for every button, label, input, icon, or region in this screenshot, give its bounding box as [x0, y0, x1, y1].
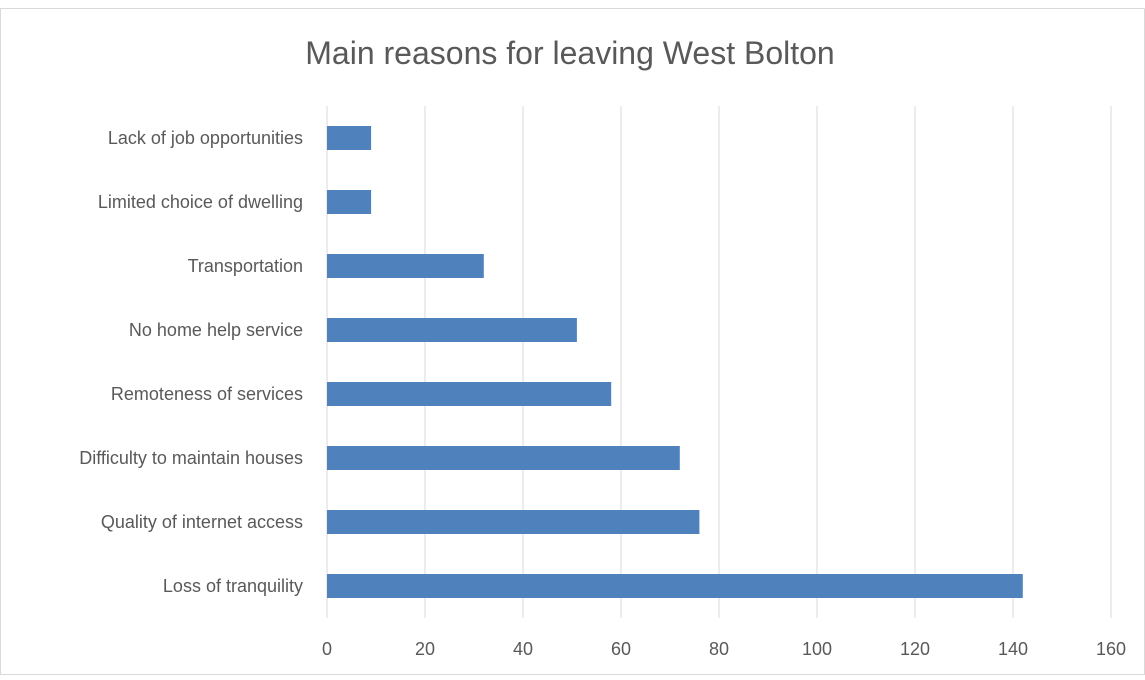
- gridlines: [326, 106, 1112, 618]
- bars: [327, 126, 1023, 598]
- category-label: Lack of job opportunities: [108, 128, 303, 148]
- x-tick-label: 140: [998, 639, 1028, 659]
- x-tick-label: 120: [900, 639, 930, 659]
- bar: [327, 574, 1023, 598]
- category-label: Limited choice of dwelling: [98, 192, 303, 212]
- x-tick-label: 40: [513, 639, 533, 659]
- bar: [327, 254, 484, 278]
- x-axis-tick-labels: 0 20 40 60 80 100 120 140 160: [322, 639, 1126, 659]
- category-label: Quality of internet access: [101, 512, 303, 532]
- category-label: Remoteness of services: [111, 384, 303, 404]
- x-tick-label: 160: [1096, 639, 1126, 659]
- category-label: Loss of tranquility: [163, 576, 303, 596]
- x-tick-label: 100: [802, 639, 832, 659]
- category-labels: Lack of job opportunities Limited choice …: [79, 128, 303, 596]
- category-label: Transportation: [188, 256, 303, 276]
- category-label: No home help service: [129, 320, 303, 340]
- x-tick-label: 80: [709, 639, 729, 659]
- bar: [327, 510, 700, 534]
- x-tick-label: 0: [322, 639, 332, 659]
- x-tick-label: 60: [611, 639, 631, 659]
- chart-title: Main reasons for leaving West Bolton: [305, 35, 834, 71]
- category-label: Difficulty to maintain houses: [79, 448, 303, 468]
- bar: [327, 126, 372, 150]
- x-tick-label: 20: [415, 639, 435, 659]
- bar: [327, 190, 372, 214]
- bar: [327, 318, 577, 342]
- bar: [327, 382, 612, 406]
- bar: [327, 446, 680, 470]
